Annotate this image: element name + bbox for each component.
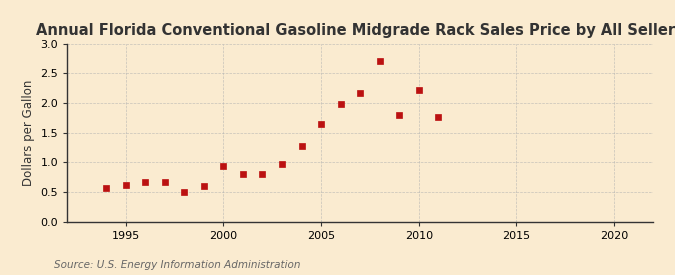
Text: Source: U.S. Energy Information Administration: Source: U.S. Energy Information Administ… <box>54 260 300 270</box>
Title: Annual Florida Conventional Gasoline Midgrade Rack Sales Price by All Sellers: Annual Florida Conventional Gasoline Mid… <box>36 23 675 38</box>
Y-axis label: Dollars per Gallon: Dollars per Gallon <box>22 79 34 186</box>
